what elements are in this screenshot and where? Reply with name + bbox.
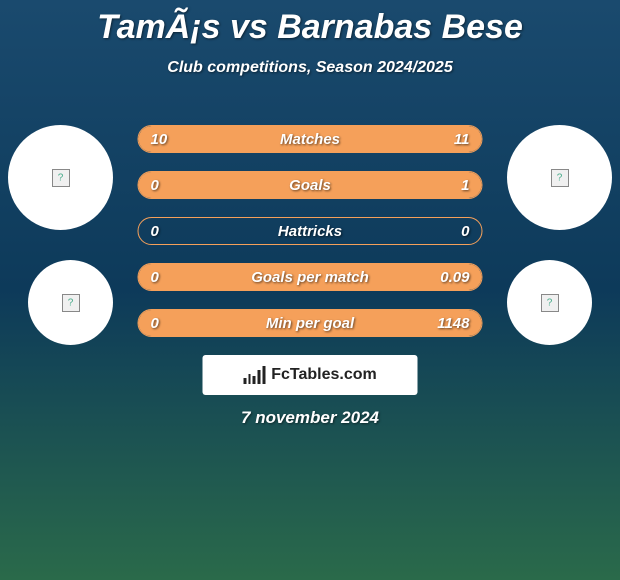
stat-value-right: 0.09	[440, 269, 469, 286]
stat-row-matches: 10 Matches 11	[138, 125, 483, 153]
date-label: 7 november 2024	[0, 408, 620, 428]
stat-value-right: 1	[461, 177, 469, 194]
club-left-logo	[28, 260, 113, 345]
stat-row-goals: 0 Goals 1	[138, 171, 483, 199]
stat-value-right: 1148	[437, 315, 469, 332]
stat-value-left: 0	[151, 315, 159, 332]
logo-text: FcTables.com	[271, 366, 377, 384]
stat-label: Goals per match	[251, 269, 369, 286]
stat-value-left: 0	[151, 223, 159, 240]
stat-row-min-per-goal: 0 Min per goal 1148	[138, 309, 483, 337]
stat-label: Hattricks	[278, 223, 342, 240]
stat-label: Goals	[289, 177, 331, 194]
stat-label: Matches	[280, 131, 340, 148]
stats-container: 10 Matches 11 0 Goals 1 0 Hattricks 0 0 …	[138, 125, 483, 355]
page-subtitle: Club competitions, Season 2024/2025	[0, 59, 620, 77]
page-title: TamÃ¡s vs Barnabas Bese	[0, 0, 620, 47]
player-left-avatar	[8, 125, 113, 230]
stat-value-right: 0	[461, 223, 469, 240]
stat-value-right: 11	[454, 131, 470, 148]
club-right-logo	[507, 260, 592, 345]
stat-row-goals-per-match: 0 Goals per match 0.09	[138, 263, 483, 291]
chart-icon	[243, 366, 265, 384]
broken-image-icon	[52, 169, 70, 187]
player-right-avatar	[507, 125, 612, 230]
broken-image-icon	[541, 294, 559, 312]
stat-value-left: 0	[151, 177, 159, 194]
stat-value-left: 0	[151, 269, 159, 286]
broken-image-icon	[551, 169, 569, 187]
broken-image-icon	[62, 294, 80, 312]
stat-row-hattricks: 0 Hattricks 0	[138, 217, 483, 245]
stat-label: Min per goal	[266, 315, 354, 332]
fctables-logo[interactable]: FcTables.com	[203, 355, 418, 395]
stat-value-left: 10	[151, 131, 168, 148]
